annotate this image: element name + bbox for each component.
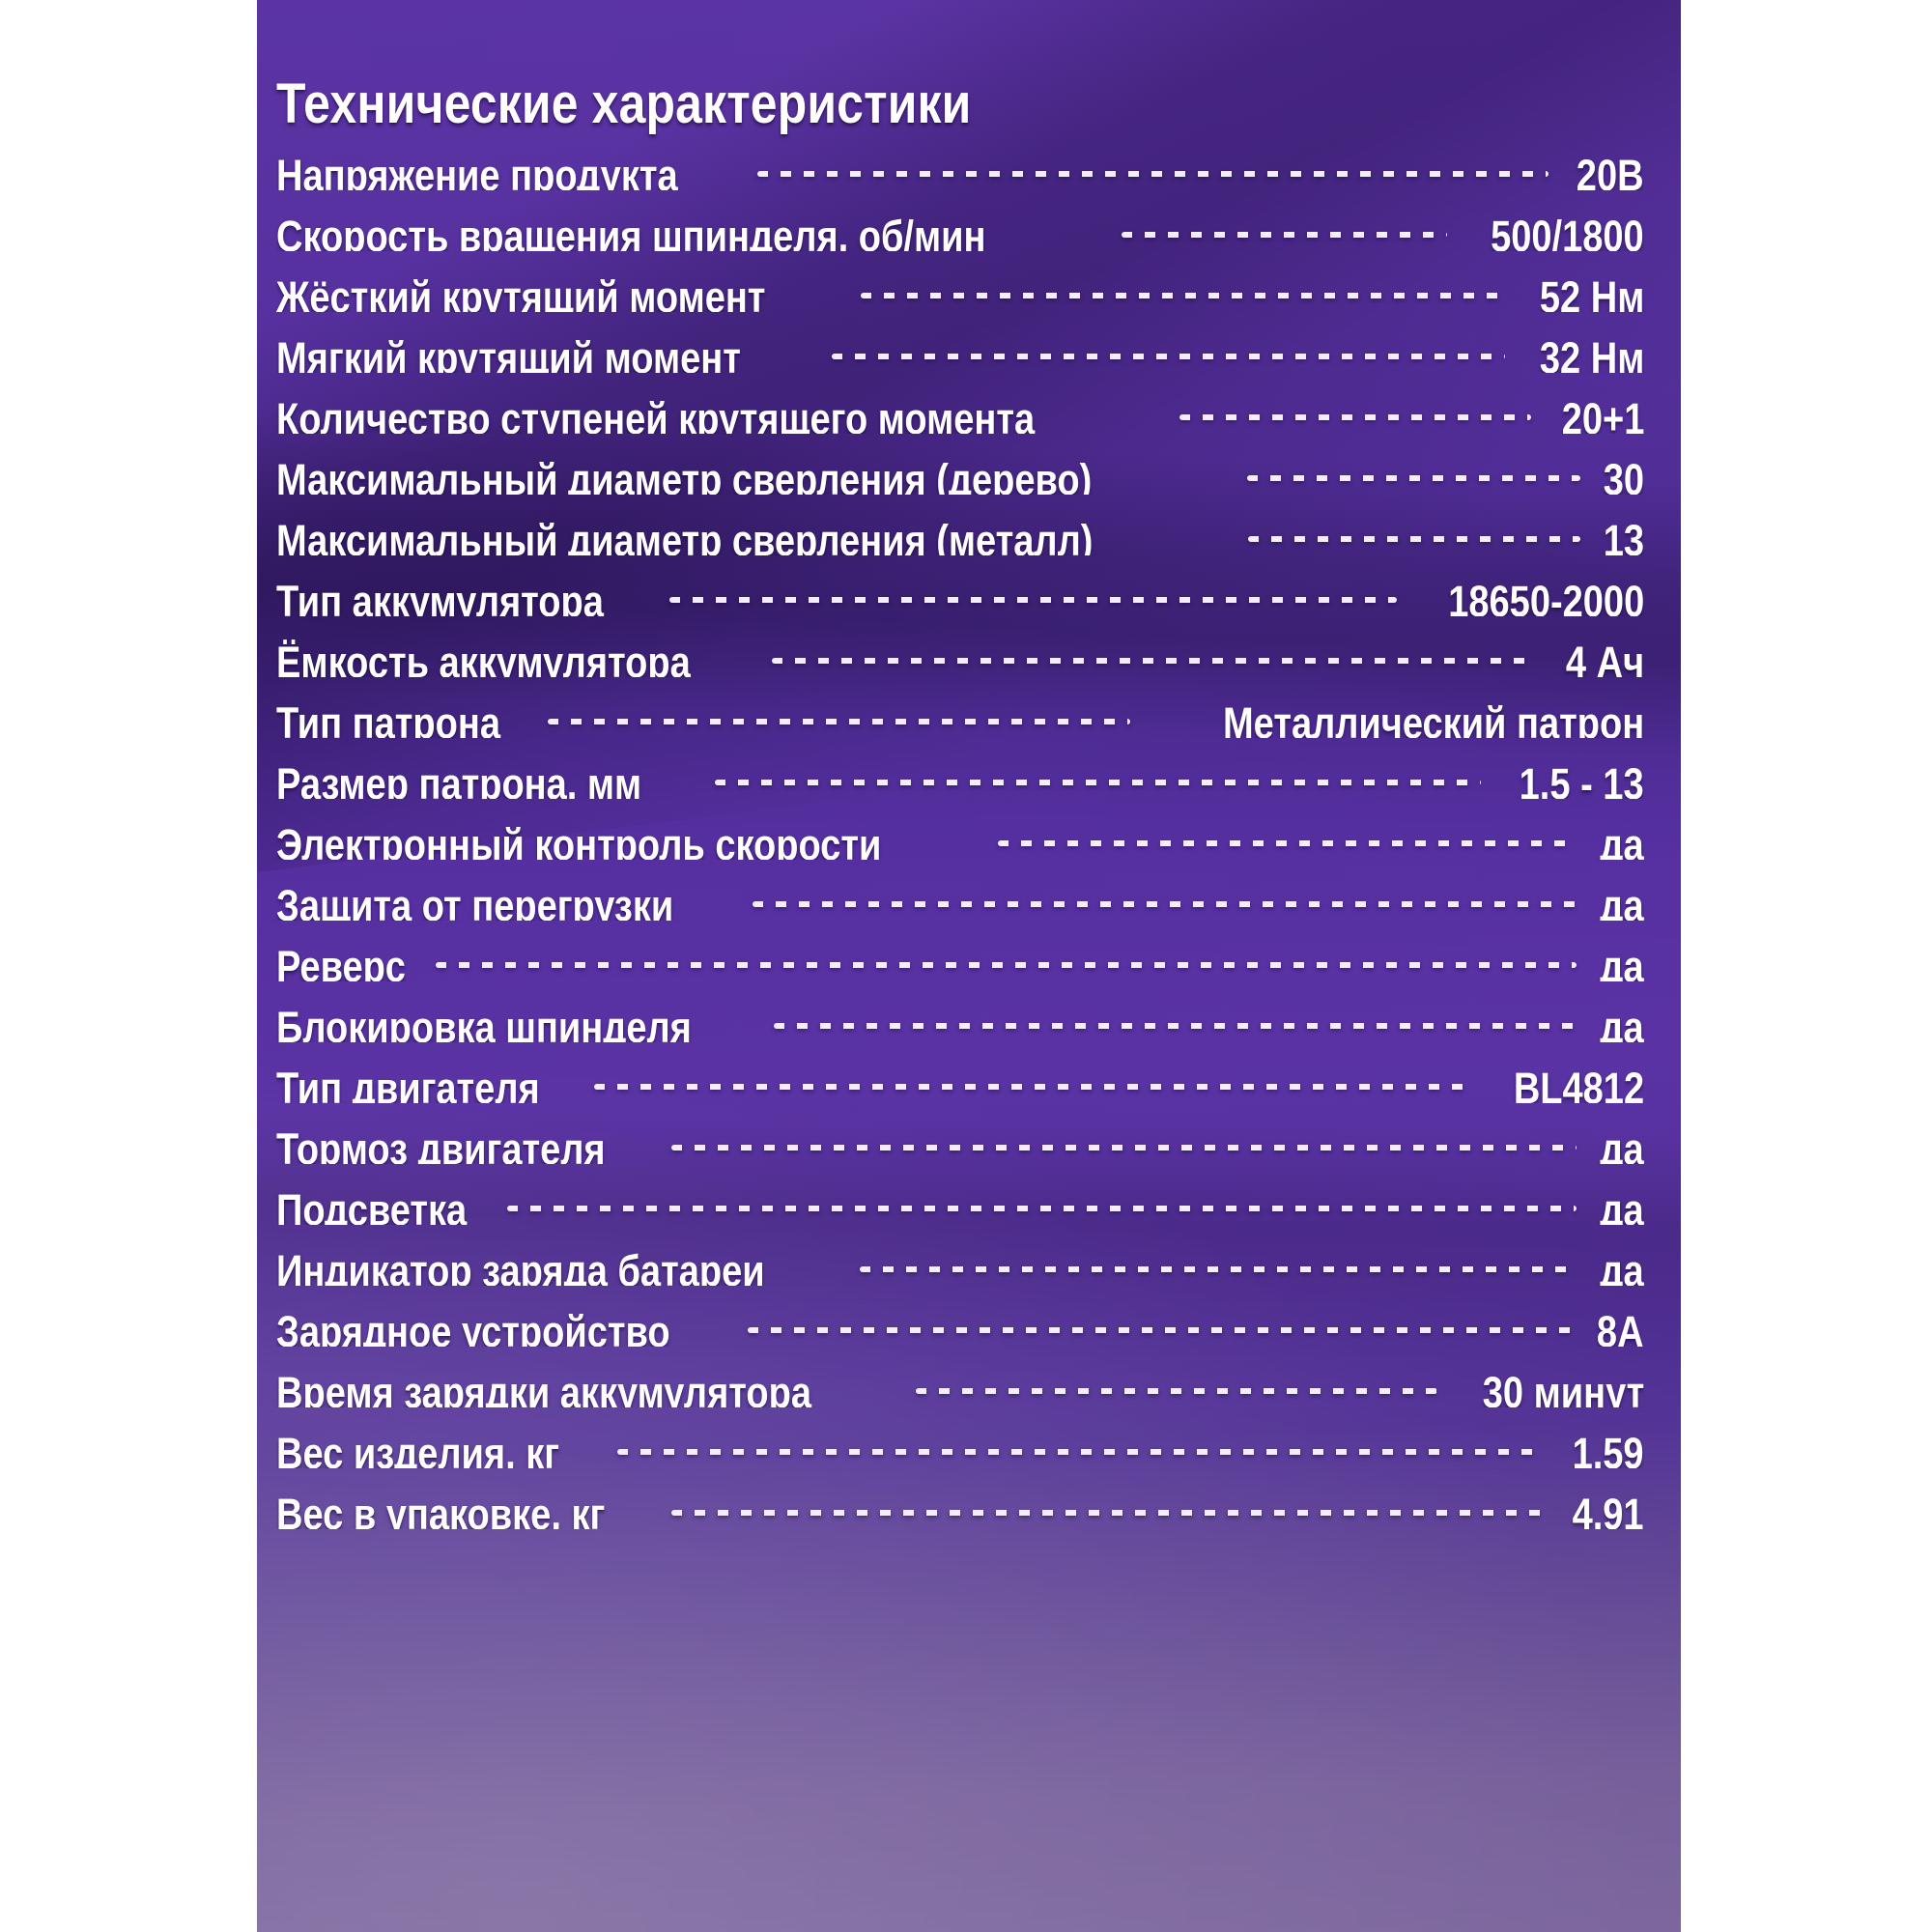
- dot-leader: [912, 1347, 1441, 1407]
- spec-value: да: [1600, 820, 1644, 860]
- spec-label: Максимальный диаметр сверления (дерево): [276, 455, 1093, 495]
- page-title: Технические характеристики: [276, 71, 972, 135]
- spec-row: Вес в упаковке, кг 4,91: [276, 1468, 1644, 1529]
- dot-leader: [613, 1407, 1548, 1468]
- dot-leader: [1243, 434, 1584, 495]
- spec-row: Размер патрона, мм 1.5 - 13: [276, 738, 1644, 799]
- dot-leader: [753, 129, 1553, 190]
- spec-label: Тип аккумулятора: [276, 577, 604, 616]
- dot-leader: [828, 312, 1509, 373]
- spec-label: Ёмкость аккумулятора: [276, 638, 691, 677]
- spec-value: 4,91: [1572, 1490, 1644, 1529]
- spec-label: Напряжение продукта: [276, 151, 678, 190]
- dot-leader: [666, 555, 1401, 616]
- spec-row: Тип двигателя BL4812: [276, 1042, 1644, 1103]
- spec-label: Подсветка: [276, 1185, 468, 1225]
- spec-value: да: [1600, 1185, 1644, 1225]
- dot-leader: [857, 251, 1508, 312]
- dot-leader: [503, 1164, 1580, 1225]
- spec-row: Вес изделия, кг 1,59: [276, 1407, 1644, 1468]
- spec-value: да: [1600, 881, 1644, 921]
- spec-value: 20+1: [1561, 394, 1644, 434]
- spec-row: Максимальный диаметр сверления (металл) 1…: [276, 495, 1644, 555]
- spec-value: да: [1600, 1003, 1644, 1042]
- spec-label: Индикатор заряда батареи: [276, 1246, 765, 1286]
- dot-leader: [1244, 495, 1583, 555]
- spec-label: Тип двигателя: [276, 1064, 540, 1103]
- spec-row: Количество ступеней крутящего момента 20+…: [276, 373, 1644, 434]
- spec-row: Подсветка да: [276, 1164, 1644, 1225]
- spec-row: Защита от перегрузки да: [276, 860, 1644, 921]
- spec-row: Блокировка шпинделя да: [276, 981, 1644, 1042]
- spec-value: 18650-2000: [1448, 577, 1644, 616]
- spec-row: Электронный контроль скорости да: [276, 799, 1644, 860]
- dot-leader: [668, 1103, 1580, 1164]
- spec-row: Тип аккумулятора 18650-2000: [276, 555, 1644, 616]
- spec-row: Реверс да: [276, 921, 1644, 981]
- dot-leader: [432, 921, 1581, 981]
- dot-leader: [668, 1468, 1548, 1529]
- spec-row: Тип патрона Металлический патрон: [276, 677, 1644, 738]
- spec-value: 32 Нм: [1539, 333, 1644, 373]
- spec-label: Зарядное устройство: [276, 1307, 670, 1347]
- spec-value: 4 Ач: [1565, 638, 1644, 677]
- spec-row: Максимальный диаметр сверления (дерево) 3…: [276, 434, 1644, 495]
- spec-label: Количество ступеней крутящего момента: [276, 394, 1036, 434]
- dot-leader: [749, 860, 1581, 921]
- spec-value: 1.5 - 13: [1520, 759, 1644, 799]
- specifications-content: Технические характеристики Напряжение пр…: [257, 0, 1681, 1932]
- spec-label: Электронный контроль скорости: [276, 820, 882, 860]
- spec-value: 30: [1603, 455, 1644, 495]
- spec-value: BL4812: [1513, 1064, 1644, 1103]
- spec-label: Жёсткий крутящий момент: [276, 272, 766, 312]
- dot-leader: [590, 1042, 1478, 1103]
- spec-label: Реверс: [276, 942, 406, 981]
- dot-leader: [1176, 373, 1534, 434]
- spec-value: 1,59: [1572, 1429, 1644, 1468]
- spec-label: Тормоз двигателя: [276, 1124, 606, 1164]
- spec-label: Блокировка шпинделя: [276, 1003, 692, 1042]
- dot-leader: [994, 799, 1580, 860]
- spec-row: Жёсткий крутящий момент 52 Нм: [276, 251, 1644, 312]
- dot-leader: [711, 738, 1486, 799]
- spec-value: 52 Нм: [1539, 272, 1644, 312]
- specifications-list: Напряжение продукта 20В Скорость вращения …: [276, 129, 1644, 1529]
- spec-value: 8А: [1597, 1307, 1644, 1347]
- spec-value: 500/1800: [1491, 212, 1644, 251]
- spec-label: Вес изделия, кг: [276, 1429, 560, 1468]
- spec-value: да: [1600, 942, 1644, 981]
- dot-leader: [856, 1225, 1580, 1286]
- spec-row: Скорость вращения шпинделя, об/мин 500/18…: [276, 190, 1644, 251]
- spec-label: Максимальный диаметр сверления (металл): [276, 516, 1094, 555]
- dot-leader: [1118, 190, 1451, 251]
- spec-value: 30 минут: [1482, 1368, 1644, 1407]
- spec-row: Ёмкость аккумулятора 4 Ач: [276, 616, 1644, 677]
- spec-label: Мягкий крутящий момент: [276, 333, 741, 373]
- spec-row: Напряжение продукта 20В: [276, 129, 1644, 190]
- dot-leader: [544, 677, 1134, 738]
- spec-label: Защита от перегрузки: [276, 881, 674, 921]
- spec-row: Мягкий крутящий момент 32 Нм: [276, 312, 1644, 373]
- dot-leader: [770, 981, 1581, 1042]
- dot-leader: [768, 616, 1539, 677]
- specifications-panel: Технические характеристики Напряжение пр…: [257, 0, 1681, 1932]
- spec-row: Индикатор заряда батареи да: [276, 1225, 1644, 1286]
- spec-label: Время зарядки аккумулятора: [276, 1368, 811, 1407]
- spec-label: Вес в упаковке, кг: [276, 1490, 606, 1529]
- spec-label: Тип патрона: [276, 698, 501, 738]
- spec-row: Время зарядки аккумулятора 30 минут: [276, 1347, 1644, 1407]
- spec-value: 13: [1603, 516, 1644, 555]
- spec-label: Размер патрона, мм: [276, 759, 642, 799]
- spec-value: да: [1600, 1124, 1644, 1164]
- spec-row: Зарядное устройство 8А: [276, 1286, 1644, 1347]
- spec-row: Тормоз двигателя да: [276, 1103, 1644, 1164]
- spec-value: Металлический патрон: [1222, 698, 1644, 738]
- spec-label: Скорость вращения шпинделя, об/мин: [276, 212, 986, 251]
- spec-value: 20В: [1577, 151, 1644, 190]
- dot-leader: [744, 1286, 1577, 1347]
- spec-value: да: [1600, 1246, 1644, 1286]
